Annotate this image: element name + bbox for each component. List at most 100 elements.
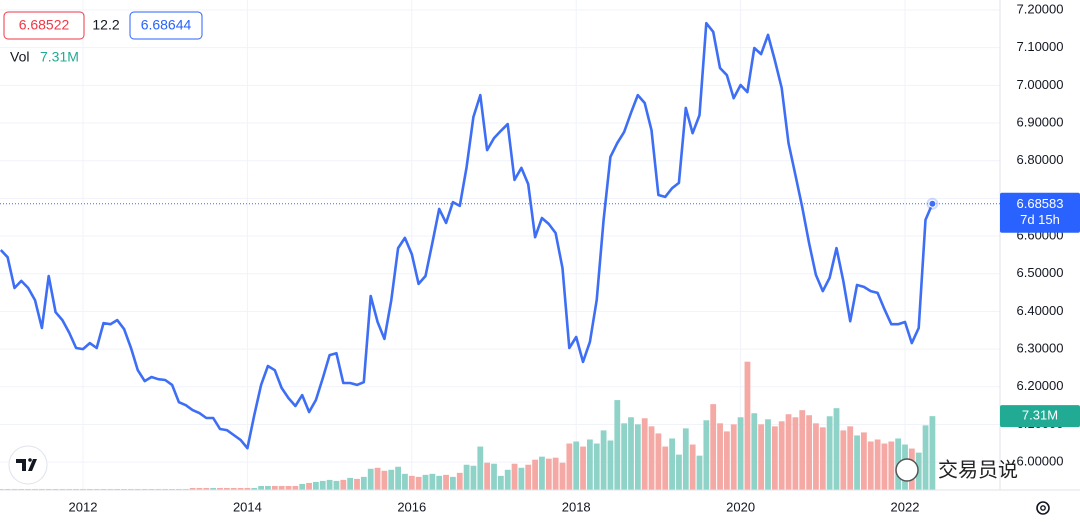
volume-bar [237,487,244,490]
volume-bar [436,475,443,490]
volume-bar [402,473,408,490]
volume-bar [203,487,210,490]
volume-bar [313,481,319,490]
volume-bar [244,487,251,490]
volume-bar [450,476,456,490]
x-tick-label: 2014 [233,499,262,514]
volume-bar [340,479,347,490]
volume-bar [443,474,449,490]
volume-bar [80,488,86,490]
volume-bar [799,410,806,490]
ask-box[interactable] [129,11,203,40]
volume-bar [593,443,600,490]
volume-bar [4,488,11,490]
volume-bar [114,488,121,490]
volume-bar [415,476,422,490]
y-tick-label: 6.20000 [1017,378,1064,393]
volume-bar [826,416,833,490]
volume-bar [59,488,66,490]
volume-bar [600,430,607,490]
volume-bar [580,446,586,490]
volume-bar [573,441,580,490]
price-badge-countdown: 7d 15h [1020,212,1060,227]
volume-bar [381,470,388,490]
volume-bar [292,485,299,490]
volume-bar [73,488,80,490]
logo[interactable] [8,445,48,485]
y-tick-label: 6.30000 [1017,341,1064,356]
volume-bar [456,472,463,490]
y-tick-label: 6.00000 [1017,454,1064,469]
volume-bar [128,488,134,490]
volume-badge [1000,405,1080,428]
volume-bar [813,423,819,490]
volume-bar [669,438,675,490]
volume-bar [497,475,504,490]
volume-bar [121,488,127,490]
volume-bar [847,426,854,490]
volume-bar [347,477,354,490]
volume-bar [648,426,655,490]
volume-bar [559,462,566,490]
volume-bar [100,488,107,490]
volume-bar [614,400,621,490]
price-badge-value: 6.68583 [1017,196,1064,211]
bid-box[interactable] [3,11,85,40]
volume-bar [696,455,703,490]
y-tick-label: 7.00000 [1017,77,1064,92]
volume-bar [93,488,100,490]
price-line [0,21,934,450]
y-tick-label: 7.10000 [1017,39,1064,54]
settings-icon[interactable] [1036,501,1050,515]
x-tick-label: 2022 [891,499,920,514]
volume-bar [867,441,874,490]
volume-bar [319,480,326,490]
volume-bar [52,488,59,490]
volume-bar [408,475,415,490]
volume-bar [703,420,710,490]
volume-bar [532,459,538,490]
volume-bar [833,408,840,490]
volume-bar [39,488,45,490]
volume-bar [141,488,148,490]
volume-bar [299,483,306,490]
volume-bar [374,467,381,490]
volume-bar [566,443,573,490]
volume-bar [223,487,230,490]
price-layer [0,21,934,450]
volume-bar [0,488,4,490]
volume-bar [806,415,812,490]
volume-bar [730,424,737,490]
volume-bar [922,425,929,490]
spread: 12.2 [92,17,119,33]
volume-bar [751,413,758,490]
volume-bar [182,488,189,490]
volume-legend-name: Vol [10,49,29,65]
volume-bar [545,458,552,490]
volume-bar [210,487,217,490]
watermark-icon [895,458,919,482]
volume-legend-value: 7.31M [40,49,79,65]
volume-bar [634,424,641,490]
settings-icon-center [1040,505,1046,511]
volume-bar [915,452,922,490]
volume-bar [162,488,169,490]
price-badge [1000,192,1080,233]
volume-bar [621,423,628,490]
volume-bar [710,404,717,490]
volume-bar [306,482,312,490]
volume-bar [429,473,436,490]
volume-bar [662,446,669,490]
volume-bar [265,485,271,490]
volume-bar [511,463,518,490]
volume-bar [189,487,196,490]
volume-bar [278,485,285,490]
volume-bar [395,466,401,490]
volume-bar [491,463,497,490]
volume-bar [724,431,730,490]
volume-bar [717,423,723,490]
bid-price: 6.68522 [19,17,70,33]
volume-bar [251,487,258,490]
volume-bar [587,439,593,490]
